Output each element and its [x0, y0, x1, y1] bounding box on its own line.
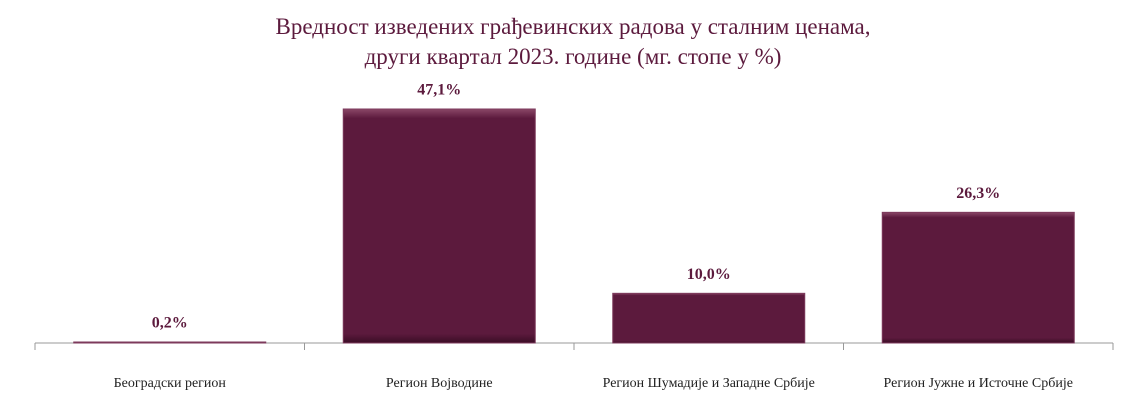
value-label: 10,0%: [687, 266, 731, 283]
x-tick-label: Регион Јужне и Источне Србије: [883, 376, 1073, 391]
value-label: 26,3%: [956, 185, 1000, 202]
bar: [73, 341, 267, 344]
x-tick-label: Регион Војводине: [385, 376, 493, 391]
value-label: 0,2%: [152, 315, 188, 332]
bar: [612, 292, 806, 344]
chart-title: Вредност изведених грађевинских радова у…: [275, 14, 871, 69]
x-tick-label: Регион Шумадије и Западне Србије: [602, 376, 815, 391]
x-tick-label: Београдски регион: [113, 376, 226, 391]
bar: [881, 211, 1075, 344]
bar: [342, 108, 536, 344]
value-label: 47,1%: [417, 82, 461, 99]
